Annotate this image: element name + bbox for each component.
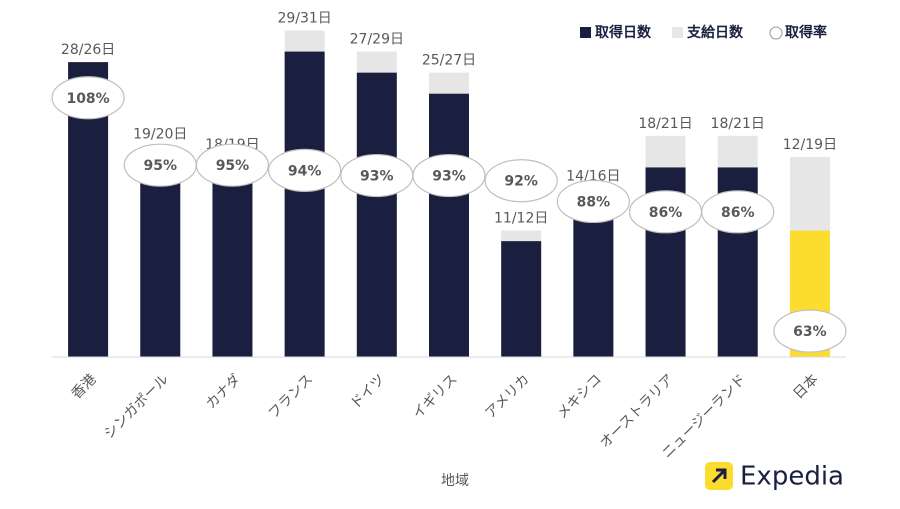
x-tick-label: シンガポール	[101, 371, 172, 442]
legend-label: 取得日数	[595, 24, 652, 41]
legend: 取得日数 支給日数 取得率	[580, 24, 827, 41]
rate-label: 94%	[288, 163, 322, 179]
logo-arrow	[711, 468, 727, 484]
rate-marker	[556, 179, 630, 224]
bar-taken	[573, 209, 614, 357]
x-tick-label: メキシコ	[554, 371, 605, 422]
rate-label: 86%	[649, 205, 683, 221]
legend-label: 取得率	[785, 24, 827, 41]
rate-label: 63%	[793, 324, 827, 340]
bar-taken	[212, 167, 253, 357]
bar-taken	[140, 156, 181, 357]
rate-label: 86%	[721, 205, 755, 221]
bar-taken	[501, 241, 542, 357]
bar-label: 27/29日	[350, 32, 404, 48]
legend-swatch	[672, 27, 683, 38]
rate-marker	[773, 309, 847, 353]
rate-label: 108%	[66, 91, 109, 107]
bar-label: 29/31日	[277, 11, 331, 27]
x-tick-label: 香港	[69, 371, 100, 402]
x-tick-label: オーストラリア	[597, 371, 677, 451]
rate-marker	[51, 76, 125, 120]
logo: Expedia	[705, 462, 844, 492]
x-tick-label: ドイツ	[347, 371, 388, 412]
legend-swatch	[769, 26, 783, 40]
x-tick-label: 日本	[790, 371, 821, 402]
bar-label: 14/16日	[566, 169, 620, 185]
rate-marker	[195, 143, 270, 187]
rate-label: 93%	[432, 169, 466, 185]
rate-marker	[412, 153, 486, 198]
bar-label: 18/21日	[638, 116, 692, 132]
rate-marker	[484, 159, 558, 203]
x-tick-label: カナダ	[203, 371, 244, 412]
x-tick-label: フランス	[266, 371, 317, 422]
bar-label: 28/26日	[61, 42, 115, 58]
bar-label: 18/21日	[711, 116, 765, 132]
legend-swatch	[580, 27, 591, 38]
logo-text: Expedia	[740, 462, 844, 492]
rate-label: 88%	[577, 194, 611, 210]
legend-label: 支給日数	[686, 24, 744, 41]
bar-label: 25/27日	[422, 53, 476, 69]
bar-label: 11/12日	[494, 211, 548, 227]
x-axis-title: 地域	[441, 473, 469, 489]
rate-marker	[701, 190, 775, 234]
x-tick-label: イギリス	[410, 371, 461, 422]
x-tick-label: アメリカ	[482, 371, 532, 421]
bar-taken	[284, 51, 325, 357]
rate-marker	[268, 148, 342, 192]
bar-label: 19/20日	[133, 126, 187, 142]
bar-taken	[356, 72, 397, 357]
rate-label: 95%	[144, 158, 178, 174]
bar-taken	[429, 93, 469, 357]
bar-label: 12/19日	[783, 137, 837, 153]
rate-label: 92%	[504, 174, 538, 190]
rate-label: 93%	[360, 169, 394, 185]
rate-label: 95%	[216, 158, 250, 174]
